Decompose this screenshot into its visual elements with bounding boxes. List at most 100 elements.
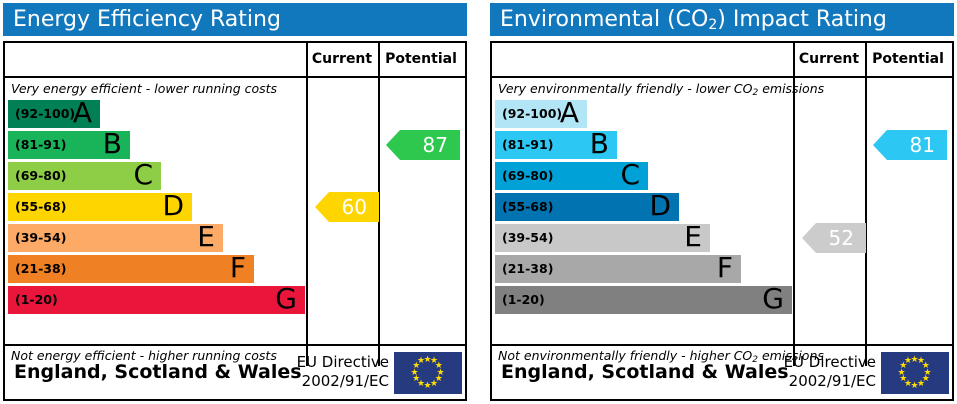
band-bar-d: (55-68) D (8, 189, 192, 222)
band-letter-d: D (649, 189, 671, 222)
band-letter-f: F (229, 251, 246, 284)
eu-flag-star: ★ (921, 374, 930, 384)
eu-flag-star: ★ (423, 380, 432, 391)
band-letter-c: C (133, 158, 153, 191)
band-range-d: (55-68) (15, 199, 67, 214)
divider-potential-right (865, 43, 867, 366)
caption-bottom-left: Not energy efficient - higher running co… (11, 348, 277, 363)
band-letter-c: C (620, 158, 640, 191)
band-range-c: (69-80) (502, 168, 554, 183)
header-current-left: Current (311, 51, 373, 67)
band-bar-g: (1-20) G (495, 282, 792, 315)
band-range-c: (69-80) (15, 168, 67, 183)
band-letter-g: G (275, 282, 297, 315)
energy-efficiency-title-text: Energy Efficiency Rating (13, 7, 281, 32)
band-letter-g: G (762, 282, 784, 315)
eu-flag-star: ★ (923, 367, 932, 378)
co2-impact-panel: Environmental (CO2) Impact Rating Curren… (487, 0, 957, 404)
eu-flag-star: ★ (921, 361, 930, 371)
eu-directive-right: EU Directive 2002/91/EC (770, 353, 876, 391)
band-bar-c: (69-80) C (8, 158, 161, 191)
eu-flag-star: ★ (917, 378, 926, 389)
caption-top-left: Very energy efficient - lower running co… (11, 81, 278, 96)
eu-flag-star: ★ (410, 367, 419, 378)
eu-flag-star: ★ (910, 354, 919, 365)
eu-flag-star: ★ (436, 367, 445, 378)
band-bar-a: (92-100) A (8, 96, 100, 129)
band-letter-a: A (559, 96, 579, 129)
current-rating-arrow: 60 (315, 192, 379, 222)
eu-flag-star: ★ (917, 356, 926, 367)
co2-bands-right: Very environmentally friendly - lower CO… (492, 78, 952, 366)
co2-impact-title: Environmental (CO2) Impact Rating (490, 3, 954, 36)
co2-impact-title-suffix: ) Impact Rating (717, 7, 887, 32)
eu-flag-star: ★ (412, 361, 421, 371)
band-bar-b: (81-91) B (8, 127, 130, 160)
eu-flag-star: ★ (417, 356, 426, 367)
band-range-d: (55-68) (502, 199, 554, 214)
energy-efficiency-panel: Energy Efficiency Rating Current Potenti… (0, 0, 470, 404)
eu-flag-star: ★ (910, 380, 919, 391)
band-bar-c: (69-80) C (495, 158, 648, 191)
eu-flag-star: ★ (904, 378, 913, 389)
band-range-f: (21-38) (15, 261, 67, 276)
eu-flag-star: ★ (904, 356, 913, 367)
band-letter-d: D (162, 189, 184, 222)
eu-flag-star: ★ (434, 374, 443, 384)
eu-flag-star: ★ (423, 354, 432, 365)
band-bar-f: (21-38) F (8, 251, 254, 284)
co2-subscript: 2 (708, 17, 718, 33)
eu-flag-star: ★ (417, 378, 426, 389)
band-bar-e: (39-54) E (8, 220, 223, 253)
eu-flag-star: ★ (412, 374, 421, 384)
band-range-b: (81-91) (15, 137, 67, 152)
eu-flag-icon-right: ★ ★ ★ ★ ★ ★ ★ ★ ★ ★ ★ ★ (881, 352, 949, 394)
eu-directive-left: EU Directive 2002/91/EC (283, 353, 389, 391)
band-letter-a: A (72, 96, 92, 129)
eu-directive-line2-right: 2002/91/EC (788, 372, 876, 390)
band-range-g: (1-20) (502, 292, 545, 307)
caption-bottom-right: Not environmentally friendly - higher CO… (498, 348, 824, 365)
band-bar-a: (92-100) A (495, 96, 587, 129)
band-letter-e: E (684, 220, 702, 253)
band-bar-f: (21-38) F (495, 251, 741, 284)
eu-flag-icon-left: ★ ★ ★ ★ ★ ★ ★ ★ ★ ★ ★ ★ (394, 352, 462, 394)
band-range-a: (92-100) (502, 106, 563, 121)
eu-flag-star: ★ (897, 367, 906, 378)
eu-directive-line2-left: 2002/91/EC (301, 372, 389, 390)
band-range-b: (81-91) (502, 137, 554, 152)
co2-header-row: Current Potential (492, 43, 952, 78)
band-bar-e: (39-54) E (495, 220, 710, 253)
band-letter-b: B (589, 127, 609, 160)
energy-bands-left: Very energy efficient - lower running co… (5, 78, 465, 366)
eu-flag-star: ★ (430, 356, 439, 367)
energy-footer-left: England, Scotland & Wales EU Directive 2… (5, 344, 465, 399)
band-range-a: (92-100) (15, 106, 76, 121)
eu-flag-star: ★ (899, 361, 908, 371)
header-potential-right: Potential (872, 51, 944, 67)
energy-efficiency-header-row: Current Potential (5, 43, 465, 78)
band-range-e: (39-54) (15, 230, 67, 245)
current-rating-arrow: 52 (802, 223, 866, 253)
band-letter-b: B (102, 127, 122, 160)
eu-flag-star: ★ (899, 374, 908, 384)
band-range-e: (39-54) (502, 230, 554, 245)
co2-footer-right: England, Scotland & Wales EU Directive 2… (492, 344, 952, 399)
band-bar-g: (1-20) G (8, 282, 305, 315)
divider-potential-left (378, 43, 380, 366)
header-current-right: Current (798, 51, 860, 67)
eu-flag-star: ★ (430, 378, 439, 389)
band-range-f: (21-38) (502, 261, 554, 276)
header-potential-left: Potential (385, 51, 457, 67)
eu-directive-line1-right: EU Directive (783, 353, 876, 371)
caption-top-right: Very environmentally friendly - lower CO… (498, 81, 825, 98)
region-label-left: England, Scotland & Wales (14, 361, 302, 383)
energy-efficiency-title: Energy Efficiency Rating (3, 3, 467, 36)
divider-current-right (793, 43, 795, 366)
band-bar-d: (55-68) D (495, 189, 679, 222)
co2-impact-grid: Current Potential Very environmentally f… (490, 41, 954, 401)
divider-current-left (306, 43, 308, 366)
band-range-g: (1-20) (15, 292, 58, 307)
energy-efficiency-grid: Current Potential Very energy efficient … (3, 41, 467, 401)
